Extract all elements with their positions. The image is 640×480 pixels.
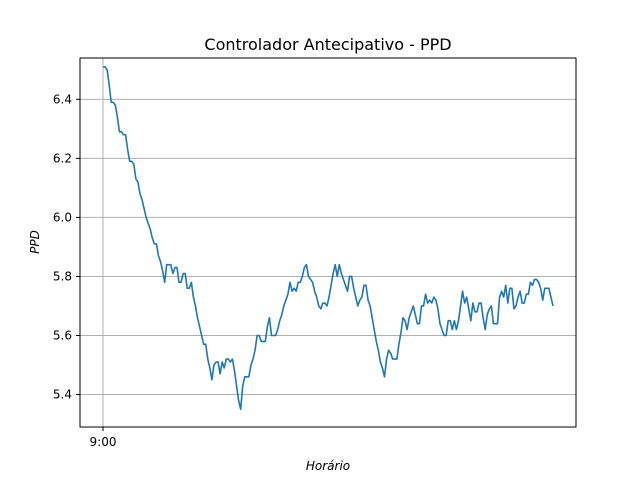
y-axis-ticks: 5.4 5.6 5.8 6.0 6.2 6.4 xyxy=(53,92,80,402)
x-tick-label: 9:00 xyxy=(90,435,117,449)
chart-title: Controlador Antecipativo - PPD xyxy=(204,35,451,54)
y-tick-label: 6.2 xyxy=(53,151,72,165)
y-tick-label: 6.0 xyxy=(53,210,72,224)
x-axis-ticks: 9:00 xyxy=(90,427,117,449)
y-tick-label: 5.8 xyxy=(53,269,72,283)
y-tick-label: 6.4 xyxy=(53,92,72,106)
x-axis-label: Horário xyxy=(306,459,350,473)
ppd-series-line xyxy=(103,66,554,411)
plot-frame xyxy=(79,57,577,428)
grid-lines xyxy=(80,58,576,427)
y-axis-label: PPD xyxy=(28,230,42,254)
data-lines xyxy=(103,66,554,411)
y-tick-label: 5.6 xyxy=(53,328,72,342)
y-tick-label: 5.4 xyxy=(53,388,72,402)
